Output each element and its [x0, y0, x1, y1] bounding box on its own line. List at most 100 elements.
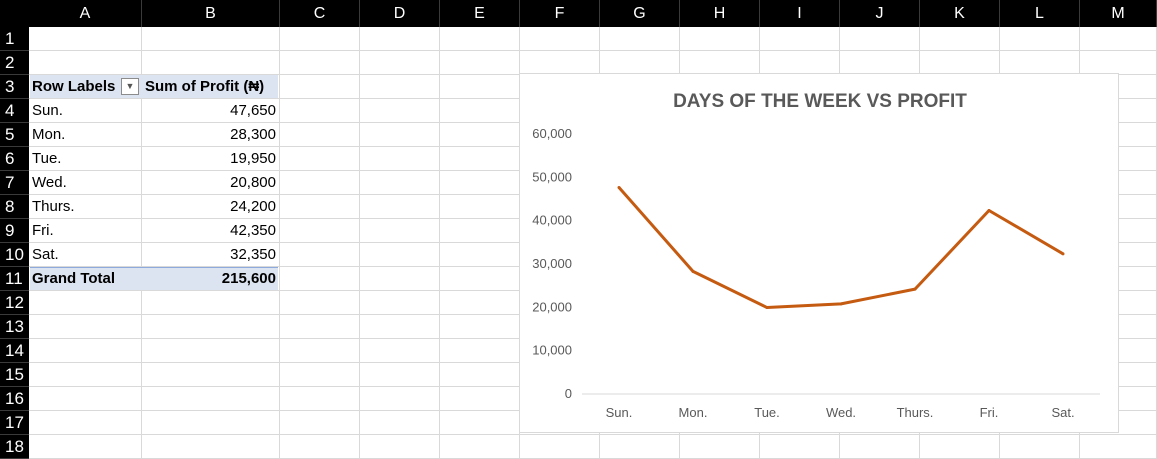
cell-a7[interactable] [29, 171, 142, 195]
row-header-2[interactable]: 2 [0, 51, 29, 75]
cell-a13[interactable] [29, 315, 142, 339]
cell-c15[interactable] [280, 363, 360, 387]
cell-h2[interactable] [680, 51, 760, 75]
cell-a8[interactable] [29, 195, 142, 219]
cell-e14[interactable] [440, 339, 520, 363]
cell-d11[interactable] [360, 267, 440, 291]
row-header-8[interactable]: 8 [0, 195, 29, 219]
row-header-7[interactable]: 7 [0, 171, 29, 195]
pivot-grand-total-value[interactable]: 215,600 [221, 270, 276, 287]
row-header-16[interactable]: 16 [0, 387, 29, 411]
cell-d14[interactable] [360, 339, 440, 363]
cell-e7[interactable] [440, 171, 520, 195]
cell-e4[interactable] [440, 99, 520, 123]
cell-j2[interactable] [840, 51, 920, 75]
cell-e12[interactable] [440, 291, 520, 315]
cell-h1[interactable] [680, 27, 760, 51]
data-point[interactable] [987, 208, 991, 212]
row-header-5[interactable]: 5 [0, 123, 29, 147]
cell-b7[interactable] [142, 171, 280, 195]
column-header-f[interactable]: F [520, 0, 600, 27]
cell-b14[interactable] [142, 339, 280, 363]
row-header-9[interactable]: 9 [0, 219, 29, 243]
cell-d18[interactable] [360, 435, 440, 459]
cell-a9[interactable] [29, 219, 142, 243]
row-header-4[interactable]: 4 [0, 99, 29, 123]
column-header-e[interactable]: E [440, 0, 520, 27]
pivot-row-value[interactable]: 42,350 [230, 222, 276, 239]
cell-h18[interactable] [680, 435, 760, 459]
row-header-11[interactable]: 11 [0, 267, 29, 291]
cell-c17[interactable] [280, 411, 360, 435]
cell-g1[interactable] [600, 27, 680, 51]
cell-b6[interactable] [142, 147, 280, 171]
cell-d13[interactable] [360, 315, 440, 339]
row-header-3[interactable]: 3 [0, 75, 29, 99]
cell-c5[interactable] [280, 123, 360, 147]
cell-c7[interactable] [280, 171, 360, 195]
pivot-header-row-labels[interactable]: Row Labels [32, 78, 116, 95]
cell-b9[interactable] [142, 219, 280, 243]
column-header-j[interactable]: J [840, 0, 920, 27]
pivot-row-label[interactable]: Tue. [32, 150, 62, 167]
pivot-row-label[interactable]: Thurs. [32, 198, 75, 215]
cell-b5[interactable] [142, 123, 280, 147]
pivot-row-label[interactable]: Wed. [32, 174, 67, 191]
cell-e18[interactable] [440, 435, 520, 459]
cell-l2[interactable] [1000, 51, 1080, 75]
cell-a17[interactable] [29, 411, 142, 435]
cell-d15[interactable] [360, 363, 440, 387]
row-header-13[interactable]: 13 [0, 315, 29, 339]
column-header-m[interactable]: M [1080, 0, 1157, 27]
cell-d10[interactable] [360, 243, 440, 267]
cell-a12[interactable] [29, 291, 142, 315]
cell-d6[interactable] [360, 147, 440, 171]
cell-b18[interactable] [142, 435, 280, 459]
cell-a10[interactable] [29, 243, 142, 267]
cell-b8[interactable] [142, 195, 280, 219]
cell-i2[interactable] [760, 51, 840, 75]
cell-e6[interactable] [440, 147, 520, 171]
cell-j18[interactable] [840, 435, 920, 459]
cell-d9[interactable] [360, 219, 440, 243]
series-line[interactable] [617, 186, 1064, 310]
cell-c16[interactable] [280, 387, 360, 411]
cell-b11[interactable] [142, 267, 280, 291]
column-header-d[interactable]: D [360, 0, 440, 27]
pivot-row-label[interactable]: Mon. [32, 126, 66, 143]
cell-k2[interactable] [920, 51, 1000, 75]
cell-b12[interactable] [142, 291, 280, 315]
cell-f18[interactable] [520, 435, 600, 459]
cell-c8[interactable] [280, 195, 360, 219]
cell-a2[interactable] [29, 51, 142, 75]
cell-e13[interactable] [440, 315, 520, 339]
cell-b4[interactable] [142, 99, 280, 123]
data-point[interactable] [1061, 252, 1065, 256]
cell-d5[interactable] [360, 123, 440, 147]
cell-c9[interactable] [280, 219, 360, 243]
cell-c6[interactable] [280, 147, 360, 171]
column-header-c[interactable]: C [280, 0, 360, 27]
cell-d2[interactable] [360, 51, 440, 75]
cell-g18[interactable] [600, 435, 680, 459]
row-header-12[interactable]: 12 [0, 291, 29, 315]
cell-c1[interactable] [280, 27, 360, 51]
cell-d1[interactable] [360, 27, 440, 51]
pivot-row-label[interactable]: Sat. [32, 246, 59, 263]
cell-k1[interactable] [920, 27, 1000, 51]
cell-a1[interactable] [29, 27, 142, 51]
column-header-b[interactable]: B [142, 0, 280, 27]
cell-c3[interactable] [280, 75, 360, 99]
cell-b2[interactable] [142, 51, 280, 75]
cell-e11[interactable] [440, 267, 520, 291]
cell-d4[interactable] [360, 99, 440, 123]
cell-d16[interactable] [360, 387, 440, 411]
cell-m2[interactable] [1080, 51, 1157, 75]
cell-a18[interactable] [29, 435, 142, 459]
data-point[interactable] [617, 186, 621, 190]
cell-d8[interactable] [360, 195, 440, 219]
select-all-corner[interactable] [0, 0, 29, 27]
cell-e15[interactable] [440, 363, 520, 387]
cell-e10[interactable] [440, 243, 520, 267]
cell-d17[interactable] [360, 411, 440, 435]
